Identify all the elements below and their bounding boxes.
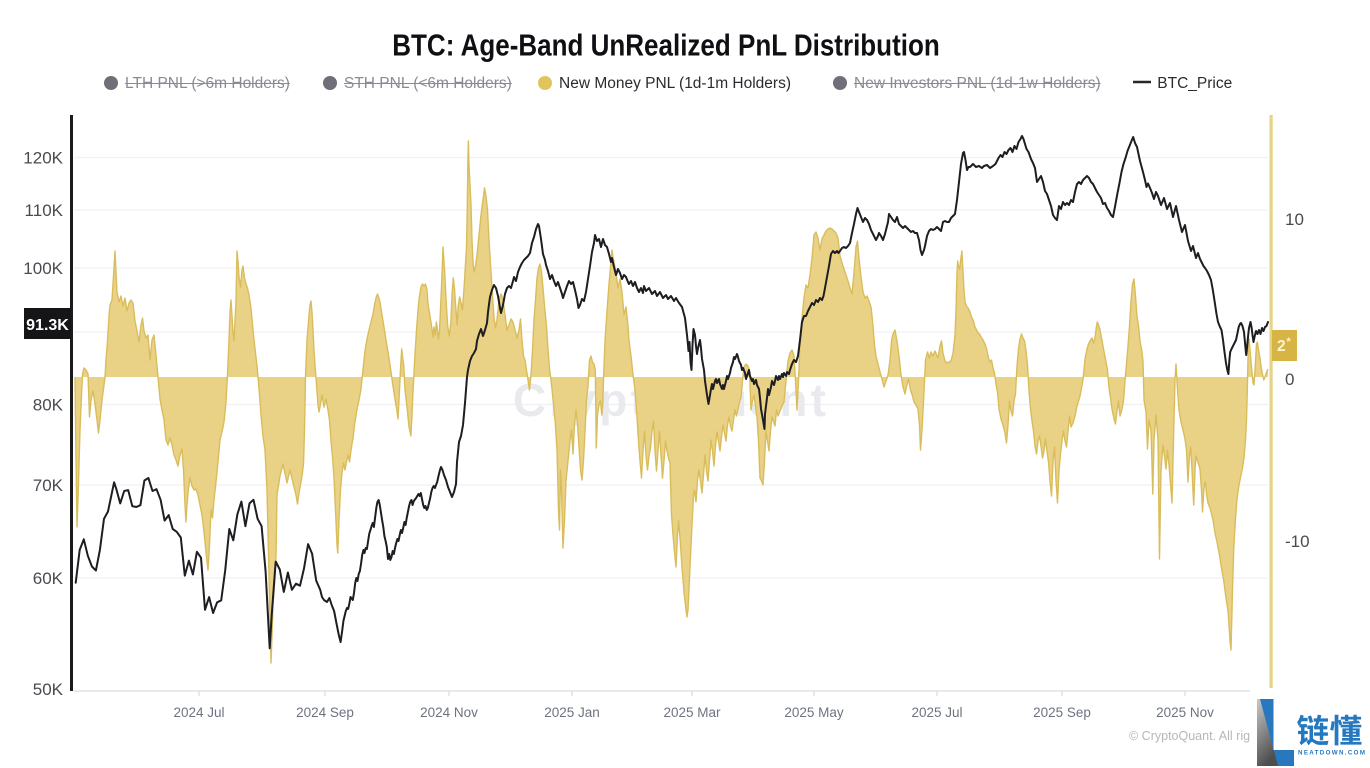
svg-text:2025 Mar: 2025 Mar <box>663 705 721 720</box>
svg-text:2024 Sep: 2024 Sep <box>296 705 354 720</box>
svg-text:50K: 50K <box>33 680 64 699</box>
svg-text:120K: 120K <box>23 149 63 168</box>
svg-text:2024 Nov: 2024 Nov <box>420 705 478 720</box>
svg-text:© CryptoQuant. All rights: © CryptoQuant. All rights <box>1129 729 1267 743</box>
svg-text:91.3K: 91.3K <box>26 317 69 334</box>
svg-text:80K: 80K <box>33 396 64 415</box>
svg-text:NEATDOWN.COM: NEATDOWN.COM <box>1298 750 1366 757</box>
svg-text:2025 Nov: 2025 Nov <box>1156 705 1214 720</box>
svg-text:0: 0 <box>1285 370 1294 389</box>
svg-text:*: * <box>1287 336 1292 348</box>
svg-text:60K: 60K <box>33 569 64 588</box>
svg-text:2024 Jul: 2024 Jul <box>173 705 224 720</box>
svg-text:2025 Jul: 2025 Jul <box>911 705 962 720</box>
svg-text:110K: 110K <box>25 201 64 220</box>
svg-text:70K: 70K <box>33 476 64 495</box>
svg-text:-10: -10 <box>1285 532 1310 551</box>
svg-text:100K: 100K <box>23 259 63 278</box>
svg-text:2: 2 <box>1277 338 1286 355</box>
svg-text:2025 Jan: 2025 Jan <box>544 705 600 720</box>
svg-text:2025 Sep: 2025 Sep <box>1033 705 1091 720</box>
svg-text:2025 May: 2025 May <box>784 705 844 720</box>
svg-text:10: 10 <box>1285 210 1304 229</box>
